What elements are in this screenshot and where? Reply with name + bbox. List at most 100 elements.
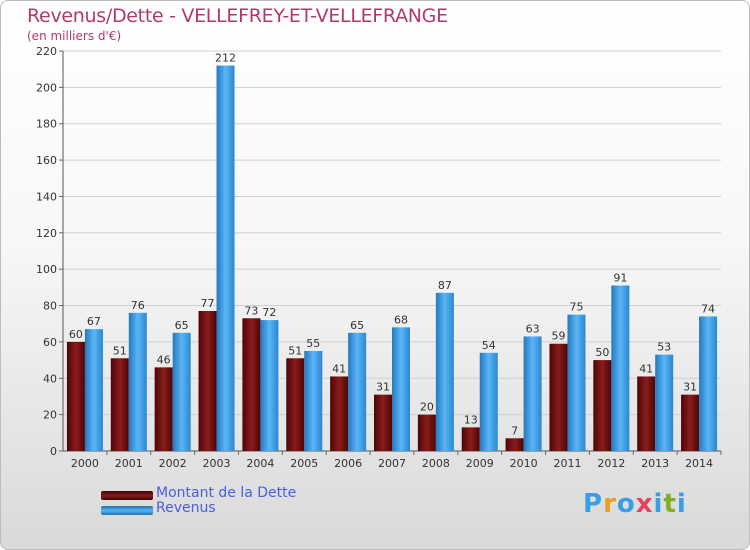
bar-revenus: [84, 329, 103, 451]
data-label-dette: 13: [464, 413, 478, 426]
data-label-dette: 50: [595, 346, 609, 359]
bar-revenus: [479, 352, 498, 451]
bar-dette: [242, 318, 261, 451]
logo-letter: o: [616, 489, 636, 519]
x-tick-label: 2003: [203, 457, 231, 470]
x-tick-label: 2001: [115, 457, 143, 470]
bar-revenus: [216, 65, 235, 451]
bar-dette: [549, 343, 568, 451]
bar-revenus: [392, 327, 410, 451]
x-tick-label: 2006: [334, 457, 362, 470]
bar-revenus: [699, 316, 718, 451]
x-tick-label: 2014: [685, 457, 713, 470]
x-tick-label: 2010: [510, 457, 538, 470]
data-label-revenus: 54: [482, 339, 496, 352]
proxiti-logo: Proxiti: [583, 489, 687, 519]
bar-dette: [374, 394, 392, 451]
bar-dette: [417, 414, 436, 451]
data-label-revenus: 55: [306, 337, 320, 350]
x-tick-label: 2000: [71, 457, 99, 470]
data-label-revenus: 74: [701, 302, 715, 315]
y-tick-label: 220: [36, 45, 57, 58]
data-label-revenus: 76: [131, 299, 145, 312]
bar-dette: [637, 376, 656, 451]
legend-swatch-revenus: [101, 506, 153, 515]
data-label-dette: 31: [376, 381, 390, 394]
logo-letter: r: [603, 489, 617, 519]
data-label-revenus: 72: [262, 306, 276, 319]
bar-dette: [286, 358, 305, 451]
data-label-revenus: 63: [526, 322, 540, 335]
data-label-dette: 51: [288, 344, 302, 357]
data-label-dette: 20: [420, 401, 434, 414]
data-label-dette: 60: [69, 328, 83, 341]
data-label-revenus: 91: [613, 272, 627, 285]
data-label-dette: 59: [551, 330, 565, 343]
y-tick-label: 80: [43, 300, 57, 313]
y-tick-label: 180: [36, 118, 57, 131]
bar-dette: [330, 376, 349, 451]
logo-letter: i: [676, 489, 687, 519]
y-tick-label: 100: [36, 263, 57, 276]
legend-label-dette: Montant de la Dette: [156, 485, 297, 501]
bar-revenus: [435, 292, 454, 451]
data-label-revenus: 75: [569, 301, 583, 314]
data-label-revenus: 65: [350, 319, 364, 332]
bar-dette: [461, 427, 480, 451]
data-label-dette: 77: [201, 297, 215, 310]
x-tick-label: 2009: [466, 457, 494, 470]
bar-revenus: [655, 354, 674, 451]
bar-dette: [593, 360, 612, 451]
logo-letter: i: [653, 489, 664, 519]
x-tick-label: 2005: [290, 457, 318, 470]
data-label-revenus: 212: [215, 52, 236, 65]
legend-swatch-dette: [101, 491, 153, 500]
bar-dette: [505, 438, 524, 451]
bar-dette: [198, 311, 217, 451]
y-tick-label: 120: [36, 227, 57, 240]
bar-revenus: [611, 285, 630, 451]
data-label-dette: 46: [157, 353, 171, 366]
bar-dette: [154, 367, 173, 451]
y-tick-label: 60: [43, 336, 57, 349]
y-tick-label: 200: [36, 81, 57, 94]
data-label-dette: 51: [113, 344, 127, 357]
bar-revenus: [523, 336, 542, 451]
y-tick-label: 20: [43, 409, 57, 422]
bar-revenus: [304, 351, 323, 451]
data-label-dette: 31: [683, 381, 697, 394]
data-label-dette: 7: [511, 424, 518, 437]
data-label-dette: 41: [332, 362, 346, 375]
chart-subtitle: (en milliers d'€): [27, 29, 122, 43]
y-tick-label: 40: [43, 372, 57, 385]
bar-revenus: [348, 332, 367, 451]
data-label-dette: 41: [639, 362, 653, 375]
data-label-dette: 73: [244, 304, 258, 317]
data-label-revenus: 87: [438, 279, 452, 292]
data-label-revenus: 67: [87, 315, 101, 328]
x-tick-label: 2002: [159, 457, 187, 470]
x-tick-label: 2012: [597, 457, 625, 470]
bar-revenus: [128, 312, 147, 451]
bar-dette: [681, 394, 700, 451]
bar-dette: [66, 341, 85, 451]
x-tick-label: 2007: [378, 457, 406, 470]
x-tick-label: 2013: [641, 457, 669, 470]
data-label-revenus: 65: [175, 319, 189, 332]
bar-dette: [110, 358, 129, 451]
data-label-revenus: 53: [657, 341, 671, 354]
x-tick-label: 2004: [246, 457, 274, 470]
bar-revenus: [567, 314, 586, 451]
logo-letter: P: [583, 489, 604, 519]
x-tick-label: 2011: [553, 457, 581, 470]
bar-revenus: [172, 332, 191, 451]
y-tick-label: 0: [50, 445, 57, 458]
data-label-revenus: 68: [394, 313, 408, 326]
x-tick-label: 2008: [422, 457, 450, 470]
y-tick-label: 140: [36, 190, 57, 203]
bar-revenus: [260, 320, 279, 451]
logo-letter: t: [663, 489, 677, 519]
y-tick-label: 160: [36, 154, 57, 167]
